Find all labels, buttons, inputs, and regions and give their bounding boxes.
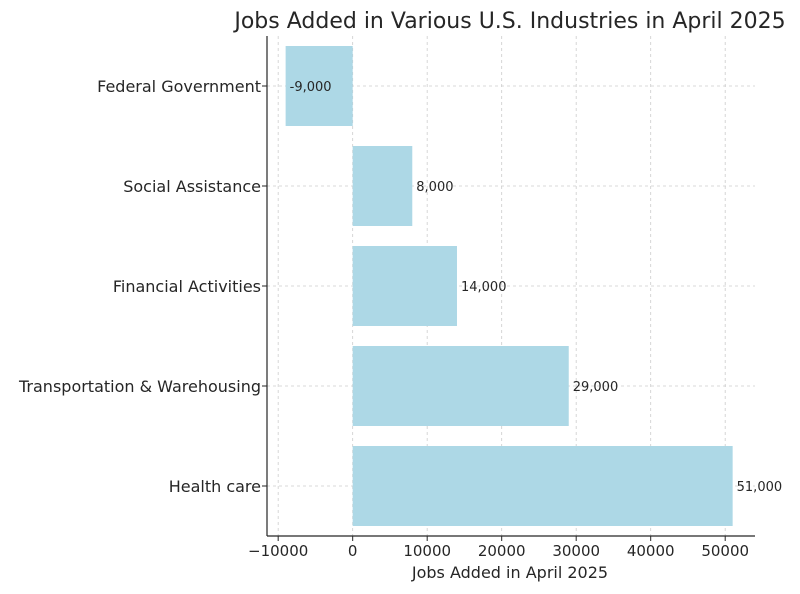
bar: [352, 146, 413, 226]
y-tick-label: Health care: [169, 477, 261, 496]
bars: [285, 46, 733, 526]
x-axis-label: Jobs Added in April 2025: [411, 563, 608, 582]
x-tick-label: −10000: [248, 542, 308, 560]
bar: [352, 246, 457, 326]
axes: −10000 0 10000 20000 30000 40000 50000 Health c…: [18, 36, 755, 560]
y-tick-label: Financial Activities: [113, 277, 261, 296]
y-tick-label: Federal Government: [97, 77, 261, 96]
bar: [352, 446, 733, 526]
bar: [285, 46, 353, 126]
data-label: 8,000: [416, 180, 453, 195]
data-label: 51,000: [737, 480, 783, 495]
y-tick-label: Social Assistance: [123, 177, 261, 196]
y-tick-label: Transportation & Warehousing: [18, 377, 261, 396]
data-label: 29,000: [573, 380, 619, 395]
x-tick-label: 40000: [627, 542, 675, 560]
chart-title: Jobs Added in Various U.S. Industries in…: [232, 9, 785, 34]
x-tick-label: 30000: [552, 542, 600, 560]
bar: [352, 346, 569, 426]
data-label: 14,000: [461, 280, 507, 295]
x-tick-label: 10000: [403, 542, 451, 560]
value-labels: 51,000 29,000 14,000 8,000 -9,000: [290, 80, 783, 495]
x-tick-label: 0: [348, 542, 358, 560]
data-label: -9,000: [290, 80, 332, 95]
x-tick-label: 50000: [701, 542, 749, 560]
x-tick-label: 20000: [478, 542, 526, 560]
